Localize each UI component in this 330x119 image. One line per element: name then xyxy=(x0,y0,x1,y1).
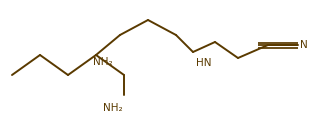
Text: NH₂: NH₂ xyxy=(103,103,123,113)
Text: HN: HN xyxy=(196,58,212,68)
Text: N: N xyxy=(300,40,308,50)
Text: NH₂: NH₂ xyxy=(93,57,113,67)
